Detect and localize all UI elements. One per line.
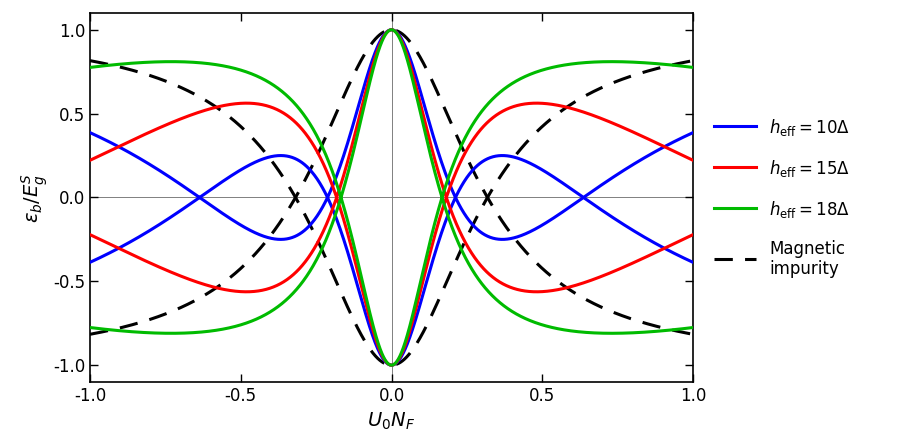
Legend: $h_{\mathrm{eff}}= 10\Delta$, $h_{\mathrm{eff}}= 15\Delta$, $h_{\mathrm{eff}}= 1: $h_{\mathrm{eff}}= 10\Delta$, $h_{\mathr…	[707, 110, 857, 285]
Y-axis label: $\varepsilon_b / E_g^S$: $\varepsilon_b / E_g^S$	[20, 172, 50, 223]
X-axis label: $U_0 N_F$: $U_0 N_F$	[367, 410, 416, 432]
